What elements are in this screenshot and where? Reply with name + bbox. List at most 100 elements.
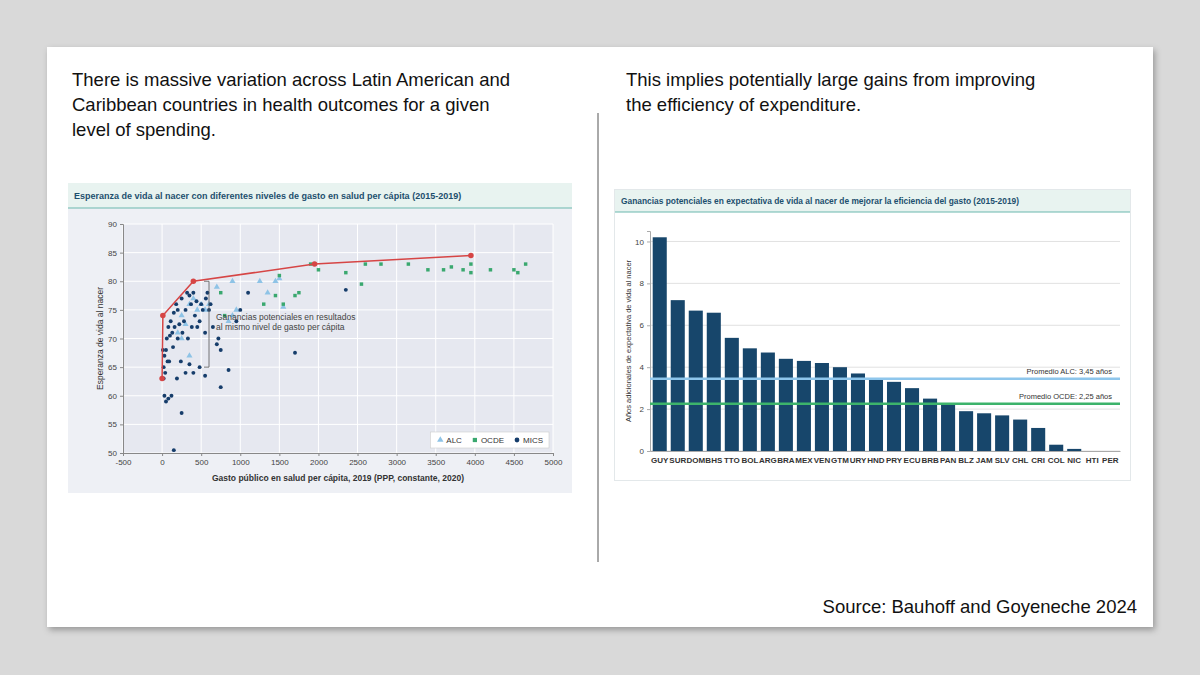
plot-marks xyxy=(650,237,1120,451)
grid-line xyxy=(123,252,553,253)
x-axis-title: Gasto público en salud per cápita, 2019 … xyxy=(212,473,464,483)
y-tick: 60 xyxy=(108,392,123,401)
frontier-point xyxy=(312,261,318,267)
x-tick: TTO xyxy=(724,456,740,465)
y-tick-mark xyxy=(120,453,123,454)
x-tick-label: 3500 xyxy=(427,458,445,467)
scatter-point xyxy=(188,294,192,298)
legend-label: ALC xyxy=(446,436,462,445)
x-tick-label: 4500 xyxy=(506,458,524,467)
x-tick: BHS xyxy=(705,456,723,465)
bar xyxy=(797,361,811,451)
y-tick-label: 6 xyxy=(640,321,645,330)
reference-label: Promedio ALC: 3,45 años xyxy=(1027,367,1113,376)
x-tick: SLV xyxy=(995,456,1011,465)
x-tick: NIC xyxy=(1067,456,1081,465)
x-tick-label: -500 xyxy=(115,458,132,467)
y-tick: 50 xyxy=(108,449,123,458)
x-tick-label: GUY xyxy=(651,456,669,465)
bar xyxy=(689,311,703,451)
y-tick: 6 xyxy=(640,321,650,330)
y-tick-mark xyxy=(120,424,123,425)
scatter-point xyxy=(204,296,208,300)
scatter-point xyxy=(450,265,453,268)
scatter-point xyxy=(469,262,472,265)
y-tick-label: 85 xyxy=(108,249,117,258)
y-tick-mark xyxy=(647,325,650,326)
x-tick-label: 500 xyxy=(195,458,209,467)
y-tick-mark xyxy=(647,241,650,242)
scatter-point xyxy=(177,322,181,326)
scatter-point xyxy=(193,314,197,318)
y-tick-label: 8 xyxy=(640,279,645,288)
x-tick-label: 2500 xyxy=(349,458,367,467)
x-tick: -500 xyxy=(115,453,132,467)
y-tick: 55 xyxy=(108,420,123,429)
chart-panel xyxy=(68,183,572,493)
x-tick: PAN xyxy=(940,456,957,465)
x-tick-label: BRA xyxy=(777,456,795,465)
scatter-point xyxy=(199,302,203,306)
scatter-point xyxy=(262,302,265,305)
x-tick-mark xyxy=(514,453,515,456)
x-tick: BOL xyxy=(741,456,758,465)
y-axis-title: Años adicionales de expectativa de vida … xyxy=(624,259,633,422)
y-tick: 10 xyxy=(635,238,650,247)
legend-item: MICS xyxy=(515,436,543,445)
scatter-point xyxy=(246,291,250,295)
scatter-point xyxy=(469,271,472,274)
plot-marks xyxy=(159,253,527,452)
source-note: Source: Bauhoff and Goyeneche 2024 xyxy=(823,596,1137,617)
frontier-point xyxy=(191,278,197,284)
bar xyxy=(1031,428,1045,451)
x-tick-label: GTM xyxy=(831,456,849,465)
scatter-point xyxy=(265,289,271,294)
scatter-point xyxy=(360,282,363,285)
slide-text: This implies potentially large gains fro… xyxy=(626,69,1035,90)
bar xyxy=(851,373,865,451)
y-tick: 70 xyxy=(108,335,123,344)
chart-border xyxy=(615,190,1131,481)
scatter-point xyxy=(172,311,176,315)
frontier-point xyxy=(160,313,166,319)
x-axis-line xyxy=(651,451,1121,452)
scatter-point xyxy=(461,268,464,271)
x-tick-label: SUR xyxy=(669,456,686,465)
x-tick: VEN xyxy=(814,456,831,465)
x-axis: -500050010001500200025003000350040004500… xyxy=(115,453,562,467)
divider xyxy=(598,113,599,562)
scatter-point xyxy=(216,337,220,341)
x-tick: URY xyxy=(850,456,867,465)
x-tick: 4000 xyxy=(466,453,484,467)
x-tick-label: TTO xyxy=(724,456,740,465)
scatter-point xyxy=(489,268,492,271)
bar xyxy=(653,237,667,451)
scatter-point xyxy=(211,325,215,329)
bar xyxy=(1103,451,1117,452)
scatter-point xyxy=(257,278,263,283)
scatter-point xyxy=(166,397,170,401)
x-tick-mark xyxy=(162,453,163,456)
x-tick-label: BOL xyxy=(741,456,758,465)
x-tick: GTM xyxy=(831,456,849,465)
legend-item: OCDE xyxy=(473,436,504,445)
x-tick: 3000 xyxy=(388,453,406,467)
x-tick-label: BHS xyxy=(705,456,723,465)
bar xyxy=(707,313,721,451)
x-tick-label: HND xyxy=(867,456,885,465)
x-tick-label: PRY xyxy=(886,456,903,465)
scatter-point xyxy=(229,278,235,283)
grid xyxy=(123,224,553,453)
scatter-point xyxy=(186,301,192,306)
scatter-point xyxy=(219,385,223,389)
y-tick-label: 75 xyxy=(108,306,117,315)
scatter-point xyxy=(191,371,195,375)
legend-box xyxy=(430,432,549,448)
x-tick-mark xyxy=(279,453,280,456)
x-tick-label: 5000 xyxy=(545,458,563,467)
scatter-point xyxy=(184,308,188,312)
y-tick-mark xyxy=(647,409,650,410)
x-tick-mark xyxy=(553,453,554,456)
slide-text: level of spending. xyxy=(72,119,216,140)
background xyxy=(0,0,1200,675)
